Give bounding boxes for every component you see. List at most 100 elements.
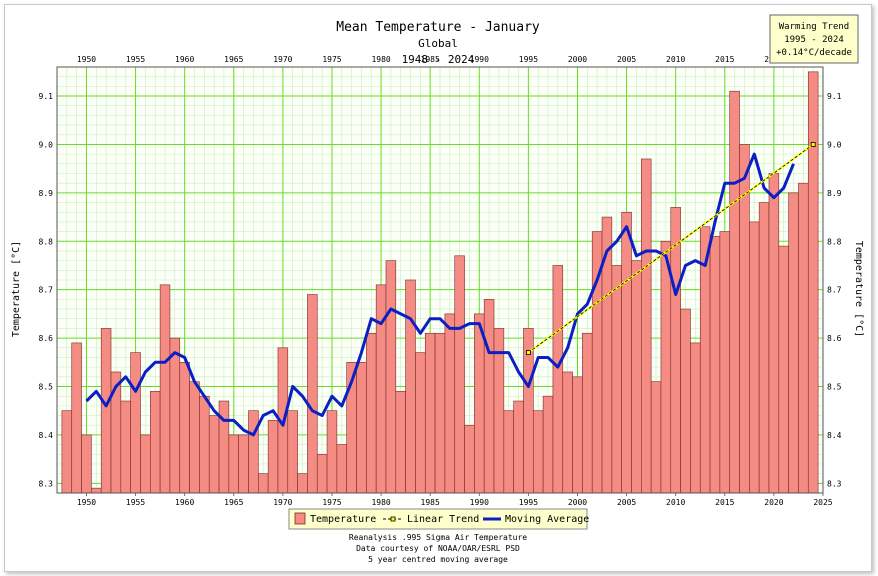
line-series [85, 142, 816, 437]
bar-1975 [326, 410, 338, 494]
x-tick-label-bottom: 2010 [666, 498, 685, 507]
chart-period: 1948 - 2024 [402, 53, 475, 66]
bar-1961 [189, 381, 200, 494]
x-tick-label-bottom: 2015 [715, 498, 734, 507]
y-tick-label-right: 8.8 [827, 237, 842, 246]
bar-2005 [621, 211, 632, 494]
x-tick-label-top: 1970 [273, 55, 292, 64]
y-tick-label-left: 8.8 [39, 237, 54, 246]
y-tick-label-left: 8.3 [39, 479, 54, 488]
bar-1979 [366, 332, 377, 494]
bar-2023 [798, 182, 809, 494]
bar-1964 [218, 400, 230, 494]
bar-1999 [562, 371, 573, 494]
x-tick-label-bottom: 2000 [568, 498, 587, 507]
y-tick-label-right: 8.5 [827, 383, 842, 392]
bar-series [61, 71, 819, 494]
bar-2021 [778, 245, 789, 494]
bar-1997 [542, 395, 554, 494]
bar-1984 [415, 352, 426, 494]
warming-trend-box: Warming Trend 1995 - 2024 +0.14°C/decade [769, 14, 859, 64]
bar-1978 [356, 361, 367, 494]
legend-box [288, 508, 588, 530]
bar-2006 [631, 260, 642, 494]
chart-title: Mean Temperature - January [336, 20, 540, 35]
bar-2015 [719, 231, 731, 494]
warming-box-title: Warming Trend [779, 22, 849, 32]
bar-1986 [434, 332, 446, 494]
bar-1966 [238, 434, 249, 494]
y-axis-label-left: Temperature [°C] [11, 241, 22, 337]
warming-box-bg [769, 14, 859, 64]
legend-label-trend: Linear Trend [407, 514, 479, 525]
bar-1950 [81, 434, 92, 494]
x-tick-label-top: 2015 [715, 55, 734, 64]
bar-2020 [768, 173, 780, 494]
x-tick-label-bottom: 1980 [371, 498, 390, 507]
bar-1969 [267, 420, 279, 494]
bar-1985 [424, 332, 436, 494]
trend-marker-end [810, 142, 816, 147]
bar-1952 [100, 328, 112, 494]
y-tick-label-right: 8.4 [827, 431, 842, 440]
x-tick-label-bottom: 1985 [421, 498, 440, 507]
bar-1965 [228, 434, 239, 494]
x-tick-label-top: 2005 [617, 55, 636, 64]
y-tick-label-right: 9.1 [827, 92, 842, 101]
y-tick-label-right: 8.6 [827, 334, 842, 343]
x-tick-label-bottom: 1990 [470, 498, 489, 507]
x-tick-label-bottom: 1965 [224, 498, 243, 507]
bar-1955 [130, 352, 141, 494]
x-tick-label-top: 1995 [519, 55, 538, 64]
footer-line-3: 5 year centred moving average [368, 555, 508, 564]
bar-1972 [297, 473, 308, 494]
x-tick-label-bottom: 2020 [764, 498, 783, 507]
x-tick-label-bottom: 1950 [77, 498, 96, 507]
chart-frame: 1950 1950 1955 1955 1960 1960 1965 1965 1970 1970… [4, 4, 872, 572]
x-tick-label-bottom: 1955 [126, 498, 145, 507]
bar-1956 [140, 434, 151, 494]
legend-swatch-temperature [294, 512, 306, 525]
bar-2001 [582, 332, 593, 494]
x-tick-label-top: 1960 [175, 55, 194, 64]
bar-2019 [758, 202, 770, 494]
x-tick-label-top: 1950 [77, 55, 96, 64]
y-tick-label-left: 9.0 [39, 140, 54, 149]
x-tick-label-top: 1955 [126, 55, 145, 64]
legend-label-temperature: Temperature [310, 514, 376, 525]
x-tick-label-bottom: 1975 [322, 498, 341, 507]
bar-1967 [248, 410, 259, 494]
bar-1983 [405, 279, 416, 494]
y-tick-label-left: 8.9 [39, 189, 54, 198]
temperature-chart: 1950 1950 1955 1955 1960 1960 1965 1965 1970 1970… [11, 14, 864, 564]
plot-border [56, 66, 824, 494]
warming-box-rate: +0.14°C/decade [776, 48, 852, 58]
trend-line [528, 144, 814, 353]
x-tick-label-bottom: 1995 [519, 498, 538, 507]
bar-2012 [690, 342, 701, 494]
bar-1957 [149, 391, 161, 494]
bar-2000 [572, 376, 583, 494]
bar-2022 [788, 192, 799, 494]
bar-1959 [169, 337, 181, 494]
y-axis-label-right: Temperature [°C] [853, 241, 864, 337]
bar-2008 [650, 381, 662, 494]
legend: Temperature Linear Trend Moving Average [288, 508, 589, 530]
x-tick-label-top: 1985 [421, 55, 440, 64]
bar-2010 [670, 207, 681, 494]
bar-2009 [660, 240, 672, 494]
bar-1949 [71, 342, 82, 494]
bar-2018 [749, 221, 760, 494]
x-tick-label-bottom: 2025 [813, 498, 832, 507]
y-tick-label-left: 8.4 [39, 431, 54, 440]
bar-2014 [709, 236, 721, 494]
footer-line-2: Data courtesy of NOAA/OAR/ESRL PSD [356, 544, 520, 553]
bar-2024 [807, 71, 819, 494]
y-tick-label-right: 9.0 [827, 140, 842, 149]
y-tick-label-left: 8.5 [39, 383, 54, 392]
bar-1973 [307, 294, 318, 494]
bar-1968 [258, 473, 269, 494]
bar-1994 [513, 400, 524, 494]
bar-1988 [454, 255, 465, 494]
bar-1948 [61, 410, 73, 494]
